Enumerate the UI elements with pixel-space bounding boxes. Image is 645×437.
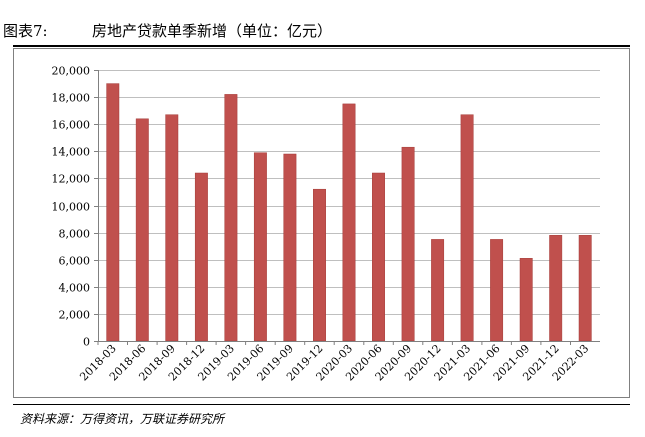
bar	[283, 153, 297, 342]
y-tick-labels: 0 2,000 4,000 6,000 8,000 10,000 12,000 14,000 1…	[52, 65, 91, 349]
bar	[342, 103, 356, 342]
bar	[224, 94, 238, 342]
chart-title: 房地产贷款单季新增（单位：亿元）	[92, 22, 333, 40]
bar	[135, 118, 149, 342]
bar	[253, 152, 267, 342]
bar	[401, 146, 415, 342]
bar	[372, 172, 385, 342]
bars	[106, 83, 592, 342]
source-note: 资料来源：万得资讯，万联证券研究所	[20, 412, 225, 426]
bar-chart: 0 2,000 4,000 6,000 8,000 10,000 12,000 14,000 1…	[13, 48, 630, 398]
y-tick-label: 6,000	[59, 255, 91, 268]
footer-rule	[13, 404, 630, 405]
y-tick-label: 10,000	[52, 201, 91, 214]
bar	[519, 258, 533, 342]
y-tick-label: 20,000	[52, 65, 91, 78]
y-tick-label: 16,000	[52, 119, 91, 132]
y-tick-label: 12,000	[52, 173, 91, 186]
y-tick-label: 0	[83, 336, 90, 349]
y-tick-label: 8,000	[59, 228, 91, 241]
y-tick-label: 4,000	[59, 282, 91, 295]
bar	[460, 114, 474, 342]
figure-label: 图表7:	[3, 22, 48, 40]
gridlines	[98, 70, 600, 315]
bar	[431, 239, 445, 342]
y-tick-label: 18,000	[52, 92, 91, 105]
bar	[106, 83, 120, 342]
figure-header: 图表7: 房地产贷款单季新增（单位：亿元）	[3, 6, 641, 46]
y-tick-label: 2,000	[59, 309, 91, 322]
y-tick-label: 14,000	[52, 146, 91, 159]
chart-area: 0 2,000 4,000 6,000 8,000 10,000 12,000 14,000 1…	[13, 48, 630, 398]
bar	[194, 172, 208, 342]
bar	[490, 239, 504, 342]
bar	[313, 188, 326, 342]
axes	[94, 70, 600, 345]
bar	[165, 114, 179, 342]
bar	[549, 235, 563, 342]
bar	[578, 235, 592, 342]
header-rule	[13, 45, 630, 47]
